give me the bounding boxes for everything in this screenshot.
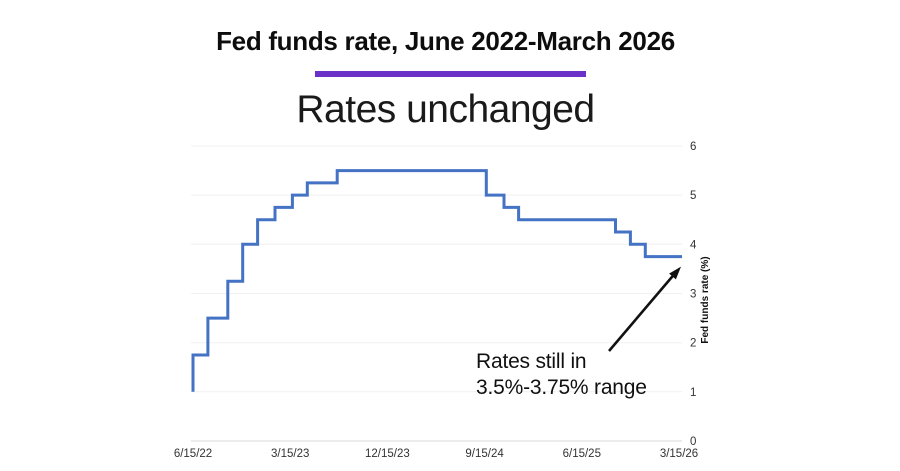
x-tick-label: 9/15/24 bbox=[465, 448, 504, 460]
annotation-arrow-head bbox=[669, 266, 681, 280]
x-tick-label: 6/15/22 bbox=[174, 448, 212, 460]
annotation-label: Rates still in 3.5%-3.75% range bbox=[476, 349, 647, 401]
y-tick-label: 1 bbox=[690, 387, 696, 399]
fed-funds-rate-step-line bbox=[191, 169, 682, 392]
x-tick-label: 3/15/23 bbox=[271, 448, 309, 460]
y-tick-label: 0 bbox=[690, 436, 696, 448]
annotation-line1: Rates still in bbox=[476, 350, 587, 373]
y-tick-label: 4 bbox=[690, 239, 697, 251]
x-tick-label: 3/15/26 bbox=[660, 448, 698, 460]
y-tick-label: 2 bbox=[690, 338, 696, 350]
annotation-arrow-line bbox=[608, 274, 675, 352]
chart-subtitle: Rates unchanged bbox=[296, 88, 595, 131]
title-underline-bar bbox=[315, 71, 586, 77]
x-tick-label: 6/15/25 bbox=[563, 448, 601, 460]
y-axis-title: Fed funds rate (%) bbox=[700, 256, 711, 343]
y-tick-label: 3 bbox=[690, 289, 696, 301]
chart-title: Fed funds rate, June 2022-March 2026 bbox=[216, 26, 675, 56]
y-tick-label: 5 bbox=[690, 190, 696, 202]
annotation-line2: 3.5%-3.75% range bbox=[476, 376, 647, 399]
y-tick-label: 6 bbox=[690, 141, 696, 153]
x-tick-label: 12/15/23 bbox=[365, 448, 410, 460]
